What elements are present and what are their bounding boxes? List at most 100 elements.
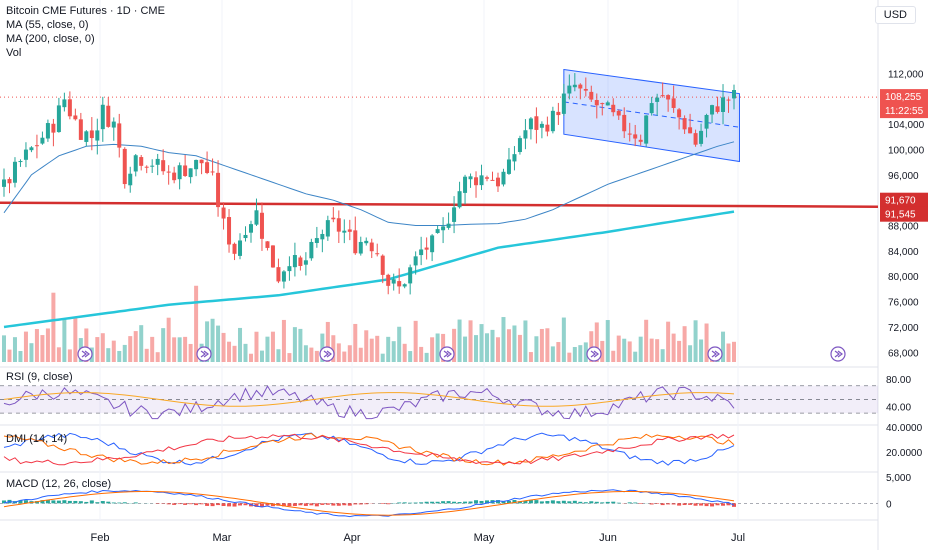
candle[interactable] <box>51 123 56 133</box>
candle[interactable] <box>67 99 72 117</box>
candle[interactable] <box>649 103 654 114</box>
candle[interactable] <box>671 98 676 108</box>
symbol-title[interactable]: Bitcoin CME Futures · 1D · CME <box>6 5 165 17</box>
rsi-pane[interactable] <box>0 385 878 420</box>
candle[interactable] <box>353 230 358 254</box>
candle[interactable] <box>221 207 226 219</box>
candle[interactable] <box>347 229 352 232</box>
candle[interactable] <box>205 162 210 173</box>
candle[interactable] <box>177 165 182 180</box>
candle[interactable] <box>550 110 555 132</box>
candle[interactable] <box>287 266 292 272</box>
ma55-legend[interactable]: MA (55, close, 0) <box>6 19 89 31</box>
candle[interactable] <box>704 115 709 129</box>
candle[interactable] <box>248 224 253 233</box>
candle[interactable] <box>430 235 435 253</box>
candle[interactable] <box>391 279 396 284</box>
candle[interactable] <box>386 274 391 286</box>
candle[interactable] <box>320 233 325 240</box>
candle[interactable] <box>435 229 440 233</box>
candle[interactable] <box>710 105 715 115</box>
candle[interactable] <box>490 179 495 181</box>
dmi-pane[interactable] <box>3 432 735 466</box>
candle[interactable] <box>216 172 221 208</box>
candle[interactable] <box>254 210 259 225</box>
candle[interactable] <box>485 177 490 179</box>
candle[interactable] <box>259 212 264 239</box>
candle[interactable] <box>726 99 731 101</box>
candle[interactable] <box>364 240 369 244</box>
candle[interactable] <box>155 158 160 165</box>
candle[interactable] <box>495 177 500 187</box>
candle[interactable] <box>292 255 297 268</box>
candle[interactable] <box>128 173 133 186</box>
rsi-line[interactable] <box>3 385 735 420</box>
candle[interactable] <box>336 218 341 232</box>
candle[interactable] <box>452 207 457 222</box>
candle[interactable] <box>161 160 166 172</box>
candle[interactable] <box>528 118 533 130</box>
candle[interactable] <box>210 171 215 173</box>
candle[interactable] <box>578 84 583 89</box>
candle[interactable] <box>539 123 544 128</box>
candle[interactable] <box>56 105 61 133</box>
candle[interactable] <box>111 121 116 128</box>
candle[interactable] <box>194 159 199 170</box>
candle[interactable] <box>589 91 594 100</box>
ma55-line[interactable] <box>3 141 735 226</box>
candle[interactable] <box>556 111 561 116</box>
candle[interactable] <box>314 238 319 244</box>
candle[interactable] <box>29 147 34 151</box>
candle[interactable] <box>40 137 45 144</box>
candle[interactable] <box>375 253 380 255</box>
candle[interactable] <box>424 247 429 250</box>
candle[interactable] <box>474 177 479 186</box>
candle[interactable] <box>369 242 374 252</box>
candle[interactable] <box>18 161 23 163</box>
candle[interactable] <box>78 119 83 140</box>
candle[interactable] <box>441 226 446 231</box>
candle[interactable] <box>84 131 89 142</box>
candle[interactable] <box>2 179 6 187</box>
candle[interactable] <box>199 159 204 164</box>
candle[interactable] <box>73 115 78 120</box>
candle[interactable] <box>611 104 616 113</box>
candle[interactable] <box>501 171 506 185</box>
candle[interactable] <box>699 130 704 144</box>
price-axis[interactable]: 112,000104,000100,00096,00092,00088,0008… <box>880 69 928 510</box>
ma200-line[interactable] <box>3 210 735 329</box>
candle[interactable] <box>413 256 418 266</box>
candle[interactable] <box>34 145 39 147</box>
dmi-minus-line[interactable] <box>3 432 735 466</box>
candle[interactable] <box>523 130 528 139</box>
candle[interactable] <box>303 260 308 265</box>
candle[interactable] <box>380 255 385 275</box>
currency-button[interactable]: USD <box>874 6 916 24</box>
candle[interactable] <box>276 267 281 282</box>
candle[interactable] <box>561 93 566 114</box>
macd-signal-line[interactable] <box>3 491 735 516</box>
candle[interactable] <box>89 130 94 139</box>
candle[interactable] <box>666 95 671 100</box>
candle[interactable] <box>62 99 67 108</box>
candle[interactable] <box>715 106 720 112</box>
candle[interactable] <box>342 230 347 233</box>
candle[interactable] <box>534 116 539 130</box>
macd-pane[interactable] <box>0 489 878 518</box>
candle[interactable] <box>512 154 517 162</box>
candle[interactable] <box>270 245 275 268</box>
volume-legend[interactable]: Vol <box>6 47 22 59</box>
candle[interactable] <box>238 240 243 256</box>
candle[interactable] <box>298 257 303 267</box>
candle[interactable] <box>117 123 122 148</box>
price-pane[interactable] <box>0 68 879 362</box>
candle[interactable] <box>572 84 577 88</box>
candle[interactable] <box>627 133 632 135</box>
candle[interactable] <box>517 138 522 153</box>
candle[interactable] <box>545 124 550 132</box>
candle[interactable] <box>594 100 599 106</box>
candle[interactable] <box>95 130 100 141</box>
candle[interactable] <box>655 97 660 102</box>
ma200-legend[interactable]: MA (200, close, 0) <box>6 33 95 45</box>
candle[interactable] <box>150 165 155 167</box>
